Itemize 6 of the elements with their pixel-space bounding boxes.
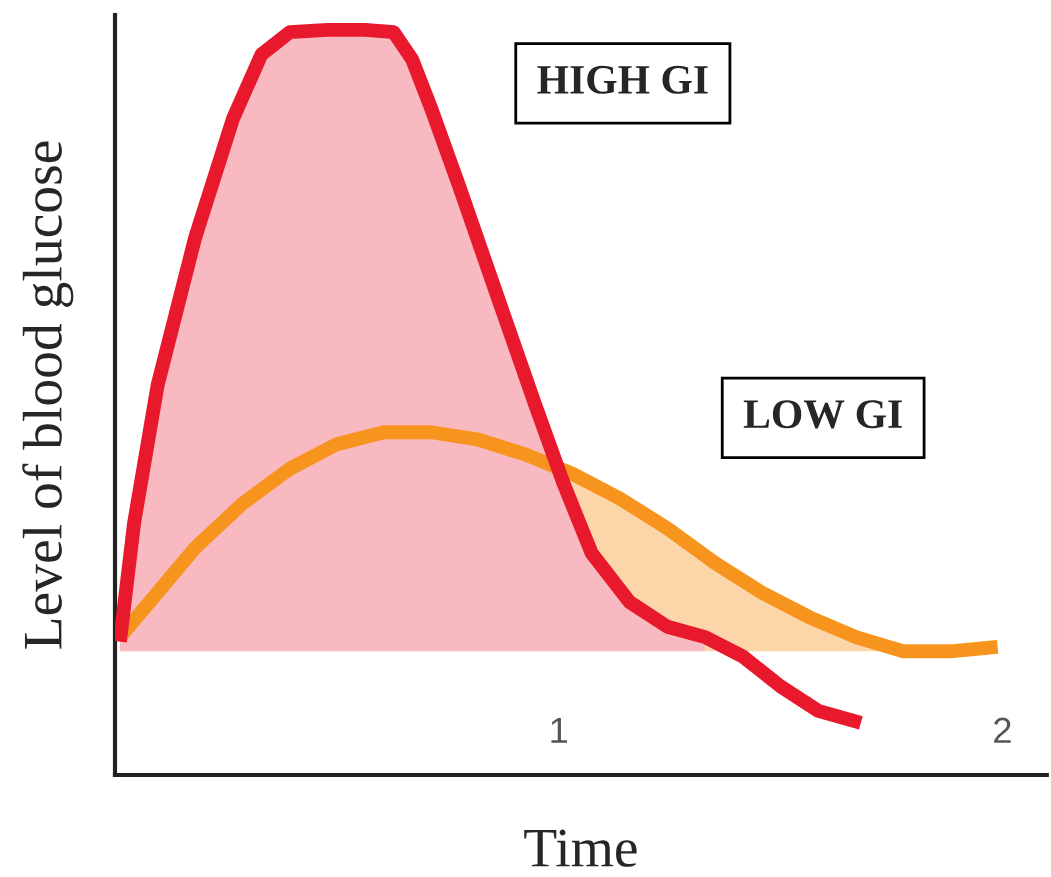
y-axis-title: Level of blood glucose [22,141,74,649]
annotation: HIGH GI [537,65,708,94]
x-axis-title: Time [524,829,637,867]
x-tick-label: 1 [551,717,567,743]
x-tick-label: 2 [994,717,1011,743]
annotation: LOW GI [743,400,902,429]
